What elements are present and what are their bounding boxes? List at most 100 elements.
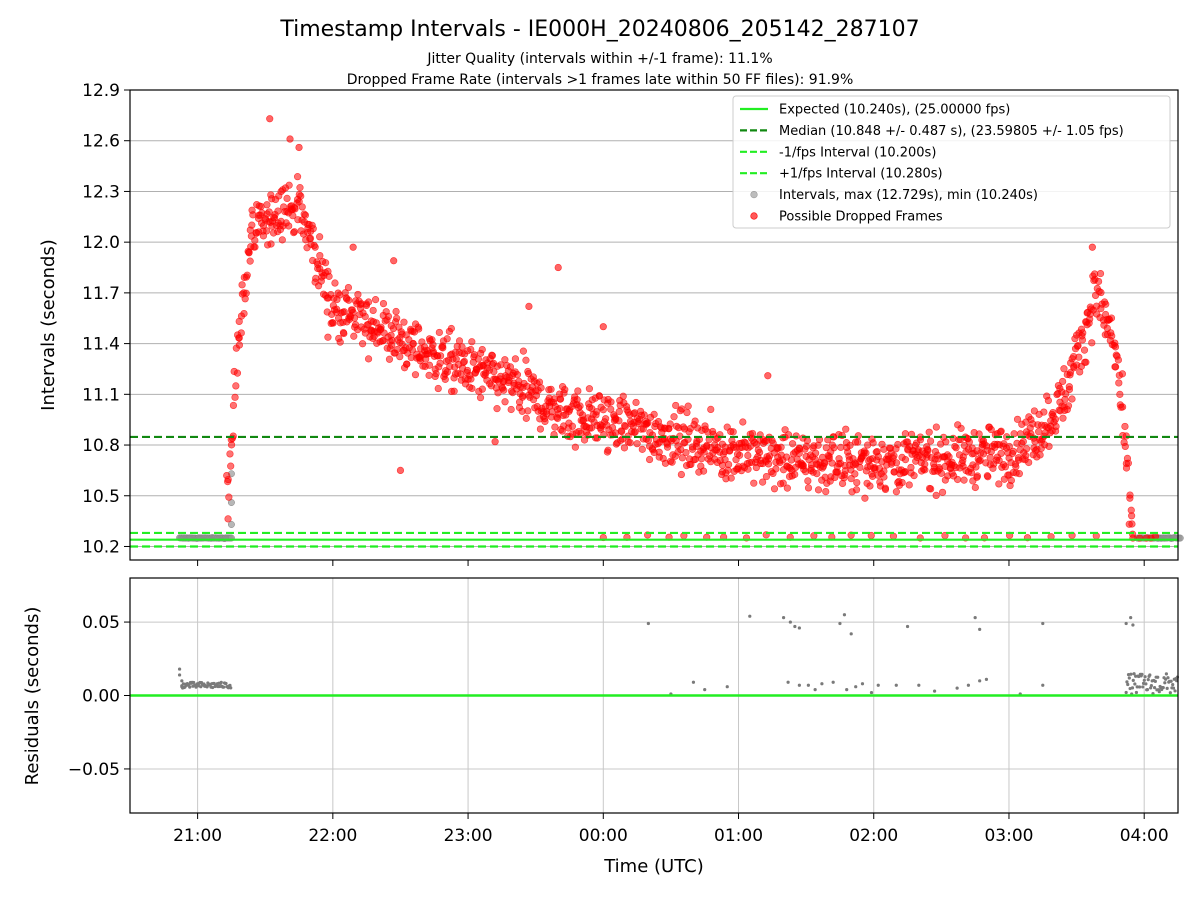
dropped-frame-point	[615, 407, 623, 416]
dropped-frame-point	[847, 475, 855, 483]
dropped-frame-point	[607, 398, 615, 406]
residual-point	[1164, 672, 1168, 676]
dropped-frame-point	[285, 222, 293, 230]
dropped-frame-point	[290, 228, 299, 236]
dropped-frame-point	[762, 472, 771, 481]
dropped-frame-point	[1102, 300, 1110, 308]
legend-point-swatch	[750, 212, 758, 220]
x-axis-label: Time (UTC)	[603, 856, 704, 877]
dropped-frame-point	[1115, 379, 1123, 387]
dropped-frame-point	[257, 202, 265, 211]
dropped-frame-point	[506, 363, 515, 371]
dropped-frame-point	[1051, 415, 1060, 423]
dropped-frame-point	[522, 414, 530, 422]
dropped-frame-point	[1065, 385, 1074, 394]
dropped-frame-point	[278, 236, 286, 244]
dropped-frame-point	[938, 488, 947, 496]
dropped-frame-point	[359, 340, 367, 348]
dropped-frame-point	[1040, 408, 1048, 416]
dropped-frame-point	[820, 458, 828, 466]
residuals-data	[130, 613, 1180, 697]
intervals-y-tick-label: 10.2	[82, 537, 120, 557]
chart-subtitle-dropped: Dropped Frame Rate (intervals >1 frames …	[347, 72, 854, 88]
intervals-y-tick-label: 10.8	[82, 436, 120, 456]
dropped-frame-point	[324, 333, 332, 341]
dropped-frame-point	[750, 479, 758, 487]
residual-point	[748, 614, 752, 618]
dropped-frame-point	[1107, 314, 1116, 322]
legend-point-swatch	[750, 191, 758, 199]
dropped-frame-point	[1025, 458, 1033, 467]
residual-point	[199, 685, 203, 689]
x-tick-label: 21:00	[173, 826, 222, 846]
dropped-frame-point	[987, 425, 995, 434]
residual-point	[1157, 690, 1161, 694]
residual-point	[1168, 691, 1172, 695]
dropped-frame-point	[620, 444, 629, 452]
dropped-frame-point	[340, 308, 348, 316]
dropped-frame-point	[571, 443, 579, 451]
residuals-x-ticks: 21:00 22:00 23:00 00:00 01:00 02:00 03:00 04:00	[173, 813, 1169, 846]
dropped-frame-point	[1097, 288, 1105, 297]
residual-point	[1171, 686, 1176, 690]
dropped-frame-point	[411, 371, 420, 379]
residual-point	[820, 682, 824, 686]
intervals-y-ticks: 10.2 10.5 10.8 11.1 11.4 11.7 12.0 12.3 12.6 12.9	[82, 81, 130, 557]
residuals-plot: −0.05 0.00 0.05 21:00 22:00 23:00 00:00 01:00 0…	[22, 577, 1180, 877]
dropped-frame-point	[1059, 414, 1067, 422]
dropped-frame-point	[1086, 315, 1094, 323]
dropped-frame-point	[892, 459, 901, 467]
dropped-frame-point	[997, 427, 1005, 435]
residual-point	[955, 686, 959, 690]
dropped-frame-point	[507, 405, 515, 414]
residual-point	[1135, 685, 1139, 689]
residual-point	[1163, 681, 1167, 685]
dropped-frame-point	[997, 449, 1005, 458]
dropped-frame-point	[901, 468, 909, 476]
dropped-frame-point	[556, 404, 564, 413]
dropped-frame-point	[1066, 369, 1075, 377]
dropped-frame-point	[593, 408, 601, 416]
dropped-frame-point	[231, 393, 239, 401]
dropped-frame-point	[478, 385, 486, 393]
residual-point	[788, 620, 792, 624]
dropped-frame-point	[1009, 447, 1017, 455]
dropped-frame-point	[226, 450, 234, 458]
residual-point	[181, 682, 186, 686]
residual-point	[1041, 621, 1045, 626]
dropped-frame-point	[1005, 442, 1013, 451]
dropped-frame-point	[1128, 512, 1136, 520]
dropped-frame-point	[1121, 442, 1129, 451]
dropped-frame-point	[1121, 422, 1129, 431]
dropped-frame-point	[788, 440, 797, 448]
dropped-frame-point	[296, 184, 304, 192]
dropped-frame-point	[224, 515, 232, 523]
residual-point	[194, 685, 198, 689]
dropped-frame-point	[682, 448, 690, 457]
dropped-frame-point	[251, 243, 259, 251]
dropped-frame-point	[604, 446, 612, 454]
residual-point	[781, 616, 786, 620]
dropped-frame-point	[837, 443, 845, 451]
dropped-frame-point	[390, 257, 398, 265]
intervals-y-tick-label: 12.0	[82, 233, 120, 253]
dropped-frame-point	[443, 335, 451, 343]
residual-point	[1125, 680, 1129, 684]
dropped-frame-point	[1079, 329, 1087, 337]
residual-point	[797, 626, 801, 630]
x-tick-label: 04:00	[1120, 826, 1169, 846]
residual-point	[1156, 675, 1160, 679]
residual-point	[806, 683, 810, 687]
dropped-frame-point	[336, 338, 344, 346]
dropped-frame-point	[1015, 470, 1023, 478]
dropped-frame-point	[316, 233, 324, 241]
dropped-frame-point	[678, 454, 686, 462]
residual-point	[1131, 623, 1135, 627]
dropped-frame-point	[755, 448, 764, 456]
dropped-frame-point	[670, 413, 678, 421]
residual-point	[1124, 690, 1128, 695]
dropped-frame-point	[536, 425, 545, 433]
residual-point	[1127, 676, 1131, 680]
dropped-frame-point	[232, 382, 240, 390]
dropped-frame-point	[721, 456, 729, 464]
